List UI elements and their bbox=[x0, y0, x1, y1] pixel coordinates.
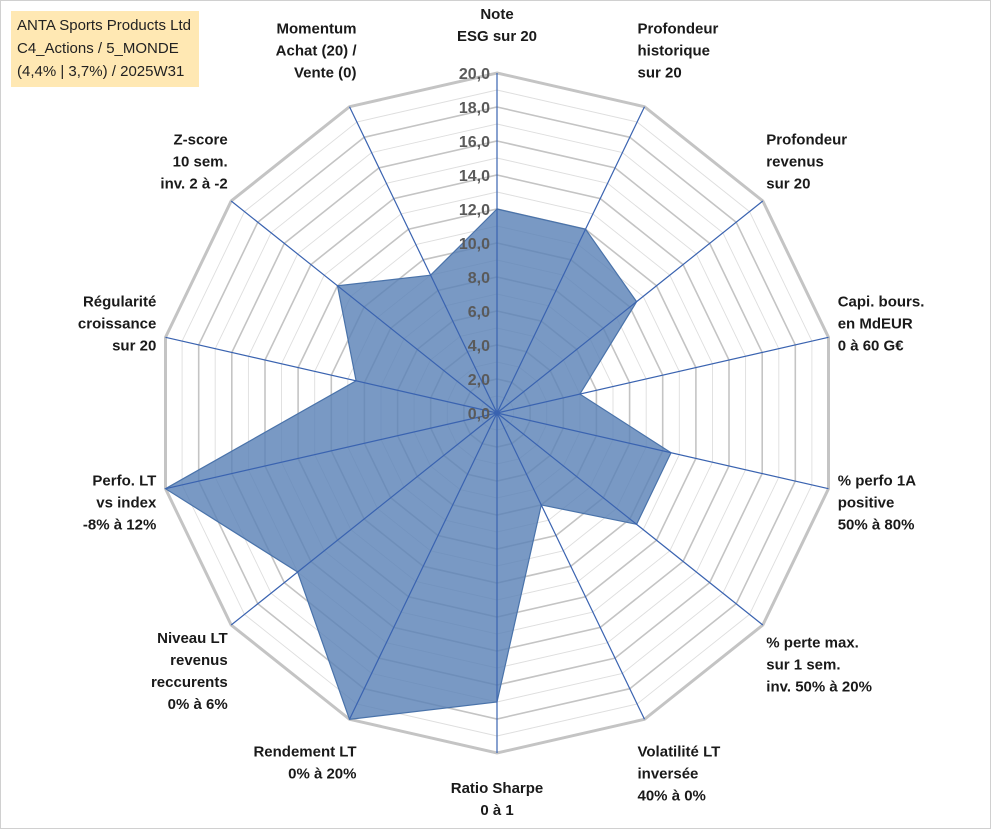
axis-label: % perte max. sur 1 sem. inv. 50% à 20% bbox=[766, 634, 872, 695]
axis-label-line: Profondeur bbox=[638, 21, 719, 38]
axis-label-line: Achat (20) / bbox=[276, 43, 358, 60]
axis-label-line: 50% à 80% bbox=[838, 517, 915, 534]
axis-label-line: 0 à 1 bbox=[480, 802, 513, 819]
tick-label: 0,0 bbox=[468, 406, 490, 423]
axis-spoke bbox=[348, 412, 498, 720]
axis-spoke bbox=[230, 200, 498, 414]
axis-label-line: 0% à 20% bbox=[288, 765, 356, 782]
axis-label-line: Vente (0) bbox=[294, 65, 357, 82]
axis-label: Ratio Sharpe 0 à 1 bbox=[451, 780, 544, 819]
axis-label-line: 0% à 6% bbox=[168, 696, 228, 713]
info-category: C4_Actions / 5_MONDE bbox=[17, 40, 179, 57]
axis-label: Momentum Achat (20) / Vente (0) bbox=[276, 21, 358, 82]
tick-label: 16,0 bbox=[459, 134, 490, 151]
axis-label-line: Rendement LT bbox=[253, 743, 356, 760]
axis-label-line: inversée bbox=[638, 765, 699, 782]
axis-spoke bbox=[496, 200, 764, 414]
axis-label: Profondeur historique sur 20 bbox=[638, 21, 719, 82]
info-box: ANTA Sports Products Ltd C4_Actions / 5_… bbox=[11, 11, 199, 87]
radar-area bbox=[164, 208, 672, 720]
tick-label: 14,0 bbox=[459, 168, 490, 185]
tick-label: 20,0 bbox=[459, 66, 490, 83]
tick-label: 10,0 bbox=[459, 236, 490, 253]
axis-label-line: Capi. bours. bbox=[838, 293, 925, 310]
axis-spoke bbox=[496, 336, 829, 414]
axis-label-line: croissance bbox=[78, 315, 156, 332]
axis-label: Profondeur revenus sur 20 bbox=[766, 132, 847, 193]
axis-label: Z-score 10 sem. inv. 2 à -2 bbox=[160, 132, 227, 193]
axis-label-line: sur 20 bbox=[766, 176, 810, 193]
info-company-name: ANTA Sports Products Ltd bbox=[17, 17, 191, 34]
axis-label-line: -8% à 12% bbox=[83, 517, 156, 534]
axis-label: Rendement LT 0% à 20% bbox=[253, 743, 356, 782]
tick-label: 4,0 bbox=[468, 338, 490, 355]
axis-labels: Note ESG sur 20 Profondeur historique sur 20… bbox=[78, 6, 924, 819]
axis-label-line: Note bbox=[480, 6, 513, 23]
radial-tick-labels: 0,0 2,0 4,0 6,0 8,0 10,0 12,0 14,0 16,0 18,0 20,0 bbox=[459, 66, 490, 423]
axis-label-line: revenus bbox=[766, 154, 824, 171]
axis-spoke bbox=[496, 106, 646, 414]
axis-label-line: revenus bbox=[170, 652, 228, 669]
tick-label: 8,0 bbox=[468, 270, 490, 287]
axis-label-line: sur 20 bbox=[112, 337, 156, 354]
axis-label: Volatilité LT inversée 40% à 0% bbox=[638, 743, 721, 804]
axis-label: % perfo 1A positive 50% à 80% bbox=[838, 473, 917, 534]
info-stats: (4,4% | 3,7%) / 2025W31 bbox=[17, 63, 185, 80]
axis-label-line: sur 20 bbox=[638, 65, 682, 82]
axis-label-line: positive bbox=[838, 495, 895, 512]
axis-label-line: Ratio Sharpe bbox=[451, 780, 544, 797]
axis-label-line: Niveau LT bbox=[157, 630, 228, 647]
tick-label: 2,0 bbox=[468, 372, 490, 389]
axis-label: Capi. bours. en MdEUR 0 à 60 G€ bbox=[838, 293, 925, 354]
axis-label-line: Momentum bbox=[277, 21, 357, 38]
axis-label-line: ESG sur 20 bbox=[457, 28, 537, 45]
axis-label-line: Z-score bbox=[174, 132, 228, 149]
axis-label-line: % perfo 1A bbox=[838, 473, 917, 490]
radar-spokes bbox=[165, 73, 829, 753]
axis-label-line: Volatilité LT bbox=[638, 743, 721, 760]
tick-label: 18,0 bbox=[459, 100, 490, 117]
axis-label-line: historique bbox=[638, 43, 711, 60]
axis-spoke bbox=[496, 412, 764, 626]
axis-label-line: Régularité bbox=[83, 293, 156, 310]
axis-label-line: reccurents bbox=[151, 674, 228, 691]
axis-label-line: en MdEUR bbox=[838, 315, 913, 332]
axis-label-line: 10 sem. bbox=[173, 154, 228, 171]
series-area bbox=[164, 208, 672, 720]
tick-label: 6,0 bbox=[468, 304, 490, 321]
axis-spoke bbox=[348, 106, 498, 414]
tick-label: 12,0 bbox=[459, 202, 490, 219]
axis-label-line: inv. 2 à -2 bbox=[160, 176, 227, 193]
axis-spoke bbox=[230, 412, 498, 626]
axis-label-line: 40% à 0% bbox=[638, 787, 706, 804]
axis-label-line: vs index bbox=[96, 495, 157, 512]
axis-label-line: Profondeur bbox=[766, 132, 847, 149]
axis-label: Régularité croissance sur 20 bbox=[78, 293, 156, 354]
axis-spoke bbox=[165, 336, 498, 414]
axis-spoke bbox=[165, 412, 498, 490]
axis-label-line: Perfo. LT bbox=[92, 473, 156, 490]
axis-label-line: 0 à 60 G€ bbox=[838, 337, 905, 354]
axis-spoke bbox=[496, 412, 829, 490]
axis-label: Perfo. LT vs index -8% à 12% bbox=[83, 473, 157, 534]
axis-label: Note ESG sur 20 bbox=[457, 6, 537, 45]
axis-spoke bbox=[496, 412, 646, 720]
axis-label-line: sur 1 sem. bbox=[766, 656, 840, 673]
axis-label-line: % perte max. bbox=[766, 634, 859, 651]
axis-label-line: inv. 50% à 20% bbox=[766, 678, 872, 695]
axis-label: Niveau LT revenus reccurents 0% à 6% bbox=[151, 630, 228, 713]
